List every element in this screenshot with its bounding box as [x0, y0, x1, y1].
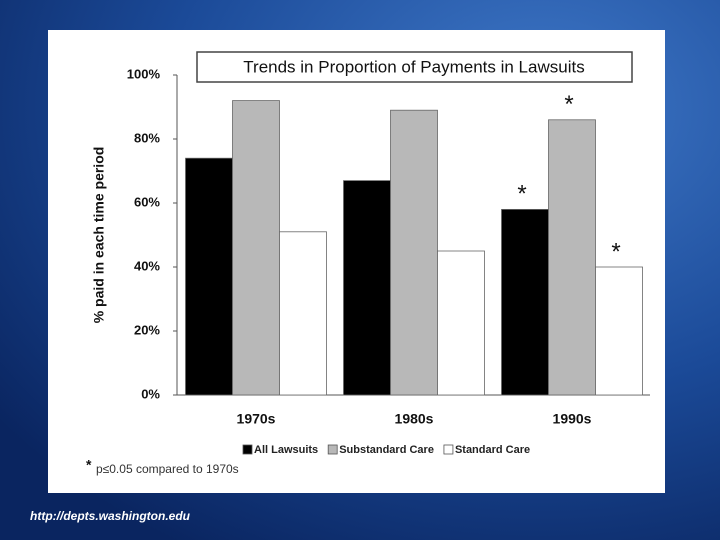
legend-swatch — [242, 444, 253, 455]
footnote: p≤0.05 compared to 1970s — [96, 462, 239, 476]
y-tick-label: 20% — [134, 322, 160, 337]
bar — [501, 208, 549, 396]
chart-title: Trends in Proportion of Payments in Laws… — [243, 57, 584, 76]
footnote-symbol: * — [86, 457, 92, 473]
y-tick-label: 40% — [134, 258, 160, 273]
bar — [548, 119, 596, 396]
legend-swatch — [327, 444, 338, 455]
source-url: http://depts.washington.edu — [30, 509, 191, 523]
bar — [595, 266, 643, 396]
legend-label: All Lawsuits — [254, 444, 318, 456]
bar — [437, 250, 485, 396]
bar — [343, 180, 391, 396]
legend-label: Substandard Care — [339, 444, 434, 456]
legend-label: Standard Care — [455, 444, 530, 456]
significance-marker: * — [564, 91, 573, 118]
y-tick-label: 100% — [127, 66, 161, 81]
x-tick-label: 1970s — [237, 411, 276, 427]
legend-swatch — [443, 444, 454, 455]
x-tick-label: 1990s — [553, 411, 592, 427]
significance-marker: * — [611, 238, 620, 265]
bar — [232, 100, 280, 396]
y-axis-label: % paid in each time period — [91, 147, 107, 324]
bar — [390, 109, 438, 396]
y-tick-label: 80% — [134, 130, 160, 145]
title-box — [196, 51, 633, 83]
significance-marker: * — [517, 181, 526, 208]
y-tick-label: 0% — [141, 386, 160, 401]
bar — [185, 157, 233, 396]
y-tick-label: 60% — [134, 194, 160, 209]
x-tick-label: 1980s — [395, 411, 434, 427]
bar — [279, 231, 327, 396]
